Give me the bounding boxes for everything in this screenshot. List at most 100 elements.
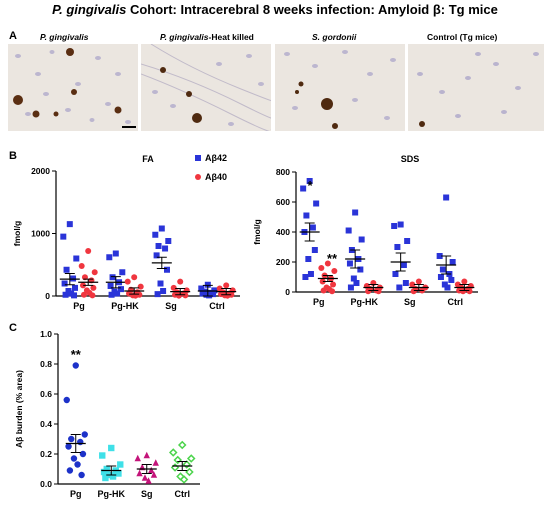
fa-point: [78, 263, 85, 269]
burden-y-label: Aβ burden (% area): [14, 370, 24, 448]
burden-point: [108, 444, 115, 452]
sds-y-tick-label: 400: [276, 227, 290, 237]
fa-point: [72, 284, 78, 291]
sds-point: [302, 274, 309, 280]
burden-point: [170, 463, 180, 472]
fa-x-tick-label: Pg-HK: [111, 301, 139, 311]
sds-point: [449, 259, 456, 265]
panel-label-a: A: [9, 30, 17, 42]
micrograph-ctrl: [408, 44, 544, 131]
sds-point: [329, 288, 336, 295]
fa-point: [62, 291, 69, 298]
fa-point: [108, 291, 115, 298]
sds-x-tick-label: Sg: [404, 297, 416, 307]
sds-point: [460, 288, 467, 295]
sds-point: [437, 274, 444, 280]
sds-point: [400, 262, 407, 268]
legend-ab42-marker: [195, 155, 201, 161]
burden-point: [168, 448, 178, 457]
burden-point: [115, 470, 122, 477]
fa-point: [124, 278, 131, 285]
sds-point: [448, 277, 455, 283]
fa-point: [80, 282, 86, 289]
fa-point: [132, 292, 139, 299]
fa-y-tick-label: 1000: [31, 229, 50, 239]
sds-point: [345, 227, 352, 234]
sds-point: [404, 238, 411, 244]
fa-point: [204, 281, 211, 288]
fa-point: [91, 269, 98, 276]
sds-point: [409, 281, 416, 288]
fa-point: [158, 225, 165, 232]
fa-point: [182, 292, 189, 299]
fa-y-tick-label: 2000: [31, 166, 50, 176]
fa-point: [199, 290, 206, 297]
fa-point: [131, 274, 138, 281]
sds-point: [357, 266, 364, 273]
fa-point: [73, 255, 80, 262]
legend-ab40-marker: [195, 174, 201, 180]
burden-point: [152, 459, 159, 466]
burden-y-tick-label: 0.2: [40, 449, 52, 459]
sds-point: [352, 209, 359, 216]
burden-x-tick-label: Pg: [70, 489, 82, 499]
fa-point: [80, 291, 87, 298]
sds-y-tick-label: 800: [276, 167, 290, 177]
burden-point: [68, 435, 75, 443]
sds-point: [324, 260, 331, 267]
burden-point: [134, 454, 141, 462]
fa-point: [162, 245, 169, 252]
sds-x-tick-label: Pg: [313, 297, 325, 307]
fa-point: [155, 243, 162, 249]
sds-point: [311, 247, 318, 253]
burden-point: [117, 461, 124, 468]
sds-significance-star: *: [307, 178, 313, 193]
fa-point: [112, 250, 119, 257]
burden-point: [179, 475, 189, 484]
fa-point: [106, 254, 113, 261]
legend-ab42-label: Aβ42: [205, 153, 227, 163]
burden-point: [109, 473, 117, 480]
burden-point: [143, 451, 150, 459]
burden-point: [77, 438, 84, 446]
sds-point: [319, 278, 326, 285]
burden-point: [102, 474, 109, 482]
fa-point: [152, 231, 159, 238]
burden-significance-stars: **: [71, 347, 82, 362]
sds-point: [396, 284, 403, 291]
burden-point: [186, 454, 196, 463]
burden-x-tick-label: Pg-HK: [98, 489, 126, 499]
fa-point: [114, 290, 121, 297]
sds-y-tick-label: 600: [276, 197, 290, 207]
burden-point: [177, 440, 187, 450]
burden-point: [185, 467, 194, 477]
sds-point: [415, 278, 422, 285]
sds-point: [300, 185, 307, 192]
sds-point: [346, 260, 353, 267]
sds-point: [347, 284, 354, 291]
burden-y-tick-label: 0.0: [40, 479, 52, 489]
burden-y-tick-label: 1.0: [40, 329, 52, 339]
burden-point: [99, 452, 106, 459]
burden-point: [81, 431, 88, 438]
fa-point: [177, 278, 184, 285]
fa-title: FA: [142, 154, 154, 164]
sds-point: [331, 268, 338, 274]
sds-point: [365, 288, 372, 295]
fa-point: [198, 285, 205, 292]
sds-point: [391, 223, 398, 229]
burden-point: [150, 471, 158, 478]
sds-point: [303, 212, 310, 219]
fa-x-tick-label: Sg: [165, 301, 177, 311]
burden-point: [72, 362, 79, 369]
fa-point: [60, 233, 67, 240]
burden-point: [176, 472, 185, 481]
sds-point: [436, 253, 443, 259]
fa-point: [223, 282, 230, 289]
burden-point: [74, 461, 81, 468]
fa-point: [164, 266, 170, 273]
micrograph-caption-sg: S. gordonii: [312, 32, 357, 42]
sds-point: [410, 288, 417, 295]
burden-point: [148, 466, 155, 474]
